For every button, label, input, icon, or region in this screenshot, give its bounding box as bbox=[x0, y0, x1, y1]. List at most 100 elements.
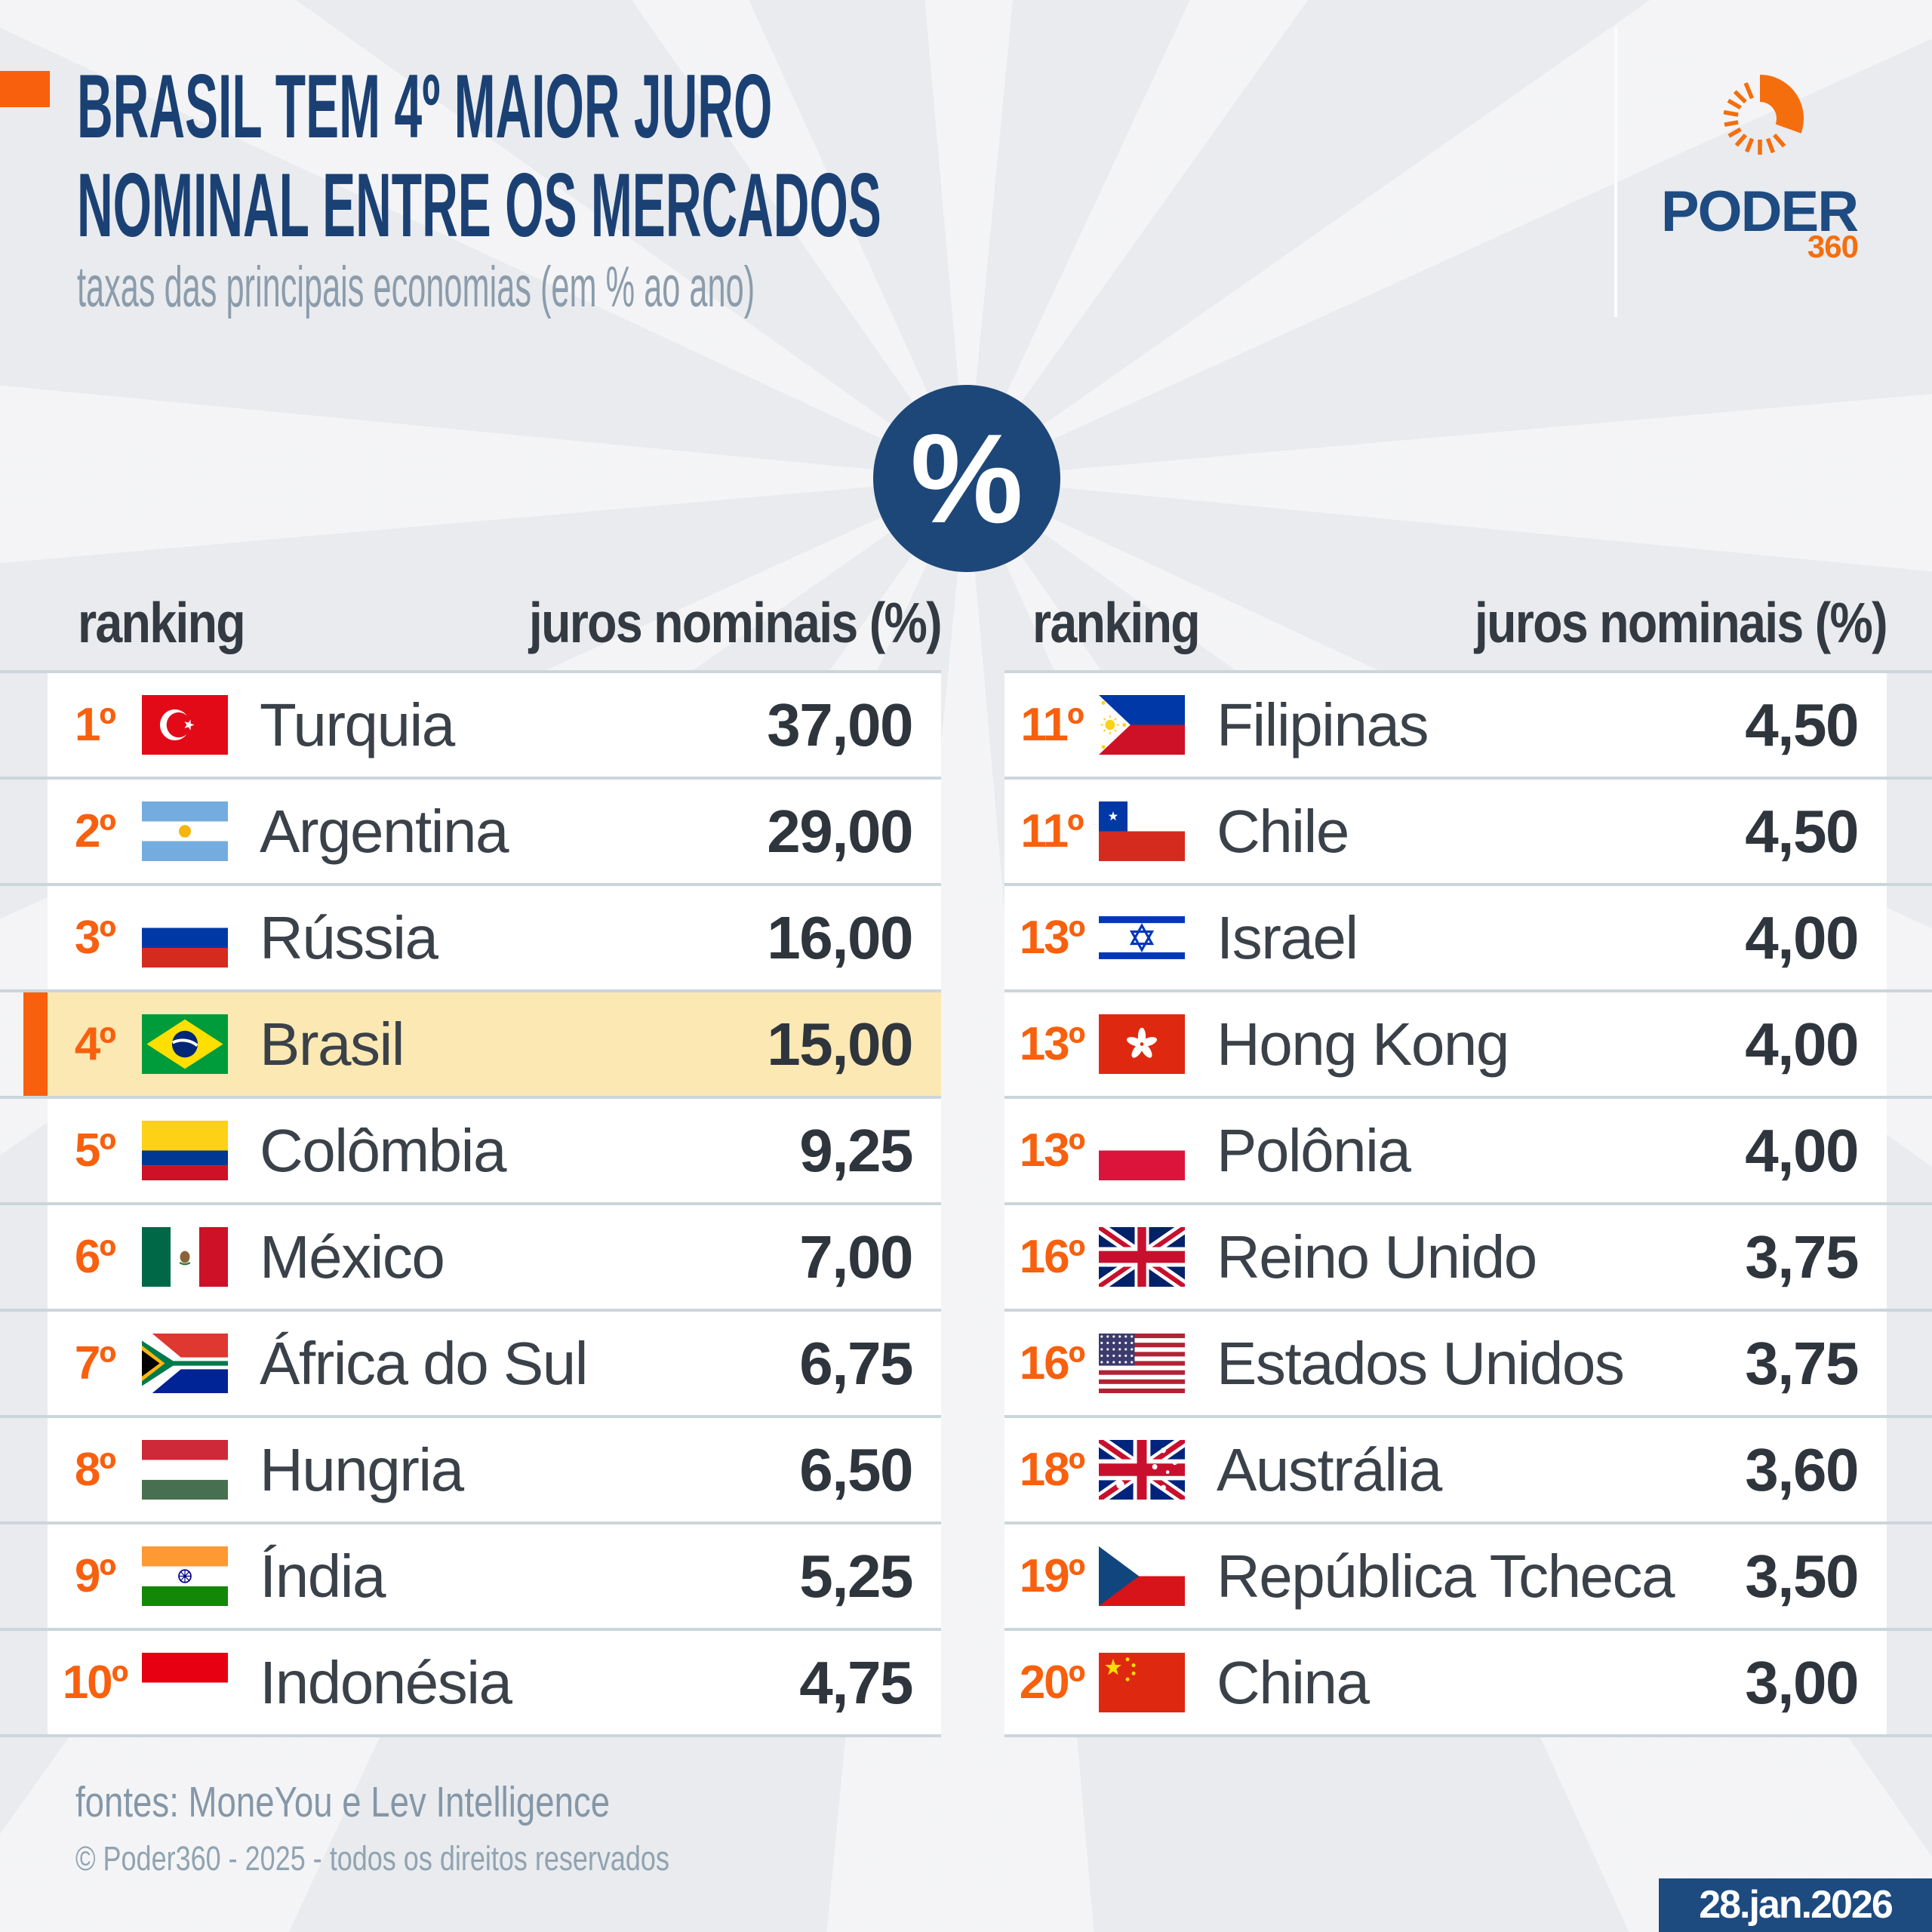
flag-ru-icon bbox=[142, 908, 228, 968]
table-row-card: 11º Filipinas 4,50 bbox=[1004, 673, 1887, 777]
country-name: Rússia bbox=[260, 903, 438, 971]
country-name: Reino Unido bbox=[1217, 1223, 1537, 1291]
flag-ph-icon bbox=[1099, 695, 1185, 755]
flag-gb-icon bbox=[1099, 1227, 1185, 1287]
table-row: 11º Chile 4,50 bbox=[1004, 777, 1932, 883]
flag-cl-icon bbox=[1099, 801, 1185, 861]
rank-label: 13º bbox=[1019, 1018, 1086, 1070]
flag-za-icon bbox=[142, 1334, 228, 1393]
rank-label: 8º bbox=[74, 1444, 116, 1496]
country-name: Estados Unidos bbox=[1217, 1329, 1625, 1397]
brand-suffix-360: 360 bbox=[1807, 229, 1859, 264]
table-row: 13º Hong Kong 4,00 bbox=[1004, 989, 1932, 1096]
brand-divider-line bbox=[1614, 27, 1617, 317]
table-row: 18º Austrália 3,60 bbox=[1004, 1415, 1932, 1521]
rate-value: 4,00 bbox=[1745, 1010, 1859, 1078]
title-accent-square bbox=[0, 71, 50, 107]
column-header-ranking: ranking bbox=[78, 591, 246, 654]
table-row: 13º Israel 4,00 bbox=[1004, 883, 1932, 989]
table-row-card: 18º Austrália 3,60 bbox=[1004, 1418, 1887, 1521]
table-row: 16º Estados Unidos 3,75 bbox=[1004, 1309, 1932, 1415]
table-row-card: 2º Argentina 29,00 bbox=[48, 780, 941, 883]
flag-co-icon bbox=[142, 1121, 228, 1180]
column-header-ranking: ranking bbox=[1032, 591, 1201, 654]
flag-cz-icon bbox=[1099, 1546, 1185, 1606]
country-name: Hungria bbox=[260, 1435, 464, 1503]
rate-value: 4,00 bbox=[1745, 903, 1859, 971]
country-name: Hong Kong bbox=[1217, 1010, 1509, 1078]
table-row-card: 4º Brasil 15,00 bbox=[23, 992, 941, 1096]
country-name: Austrália bbox=[1217, 1435, 1442, 1503]
flag-pl-icon bbox=[1099, 1121, 1185, 1180]
flag-br-icon bbox=[142, 1014, 228, 1074]
rate-value: 15,00 bbox=[767, 1010, 913, 1078]
table-row: 8º Hungria 6,50 bbox=[0, 1415, 941, 1521]
table-row-card: 9º Índia 5,25 bbox=[48, 1524, 941, 1628]
flag-il-icon bbox=[1099, 908, 1185, 968]
flag-id-icon bbox=[142, 1653, 228, 1712]
page-title-line2: NOMINAL ENTRE OS MERCADOS bbox=[77, 155, 881, 256]
rank-label: 2º bbox=[74, 805, 116, 857]
rank-label: 4º bbox=[74, 1018, 116, 1070]
table-row-card: 10º Indonésia 4,75 bbox=[48, 1631, 941, 1734]
country-name: Colômbia bbox=[260, 1116, 506, 1184]
rate-value: 3,50 bbox=[1745, 1542, 1859, 1610]
table-row: 7º África do Sul 6,75 bbox=[0, 1309, 941, 1415]
column-headers-right: ranking juros nominais (%) bbox=[1004, 591, 1888, 655]
rate-value: 29,00 bbox=[767, 797, 913, 865]
rate-value: 3,75 bbox=[1745, 1329, 1859, 1397]
rank-label: 11º bbox=[1020, 699, 1084, 751]
percent-badge: % bbox=[873, 385, 1060, 572]
rank-label: 10º bbox=[62, 1657, 129, 1709]
flag-tr-icon bbox=[142, 695, 228, 755]
table-row: 19º República Tcheca 3,50 bbox=[1004, 1521, 1932, 1628]
table-row-card: 11º Chile 4,50 bbox=[1004, 780, 1887, 883]
table-row: 13º Polônia 4,00 bbox=[1004, 1096, 1932, 1202]
table-row-card: 3º Rússia 16,00 bbox=[48, 886, 941, 989]
flag-ar-icon bbox=[142, 801, 228, 861]
table-row: 20º China 3,00 bbox=[1004, 1628, 1932, 1737]
table-row-card: 7º África do Sul 6,75 bbox=[48, 1312, 941, 1415]
table-row: 1º Turquia 37,00 bbox=[0, 670, 941, 777]
table-row: 4º Brasil 15,00 bbox=[0, 989, 941, 1096]
rate-value: 5,25 bbox=[799, 1542, 913, 1610]
rank-label: 7º bbox=[74, 1337, 116, 1389]
flag-hu-icon bbox=[142, 1440, 228, 1500]
rate-value: 3,00 bbox=[1745, 1648, 1859, 1716]
country-name: Brasil bbox=[260, 1010, 405, 1078]
country-name: Filipinas bbox=[1217, 691, 1429, 758]
rank-label: 5º bbox=[74, 1124, 116, 1177]
rank-label: 16º bbox=[1019, 1231, 1086, 1283]
page-title-line1: BRASIL TEM 4º MAIOR JURO bbox=[77, 56, 773, 157]
rate-value: 3,75 bbox=[1745, 1223, 1859, 1291]
table-row: 16º Reino Unido 3,75 bbox=[1004, 1202, 1932, 1309]
rate-value: 37,00 bbox=[767, 691, 913, 758]
rank-label: 13º bbox=[1019, 1124, 1086, 1177]
rate-value: 4,50 bbox=[1745, 797, 1859, 865]
table-row-card: 16º Estados Unidos 3,75 bbox=[1004, 1312, 1887, 1415]
brand-name: PODER bbox=[1660, 180, 1859, 244]
page-subtitle: taxas das principais economias (em % ao … bbox=[77, 255, 755, 319]
sources-text: fontes: MoneYou e Lev Intelligence bbox=[75, 1778, 611, 1826]
table-row-card: 13º Polônia 4,00 bbox=[1004, 1099, 1887, 1202]
table-row-card: 8º Hungria 6,50 bbox=[48, 1418, 941, 1521]
flag-au-icon bbox=[1099, 1440, 1185, 1500]
table-row-card: 1º Turquia 37,00 bbox=[48, 673, 941, 777]
country-name: África do Sul bbox=[260, 1329, 589, 1397]
table-row-card: 19º República Tcheca 3,50 bbox=[1004, 1524, 1887, 1628]
ranking-table-left: 1º Turquia 37,00 2º Argentina 29,00 3º R… bbox=[0, 670, 941, 1737]
country-name: China bbox=[1217, 1648, 1370, 1716]
table-row: 5º Colômbia 9,25 bbox=[0, 1096, 941, 1202]
rank-label: 18º bbox=[1019, 1444, 1086, 1496]
country-name: Chile bbox=[1217, 797, 1349, 865]
table-row: 9º Índia 5,25 bbox=[0, 1521, 941, 1628]
table-row: 11º Filipinas 4,50 bbox=[1004, 670, 1932, 777]
rank-label: 11º bbox=[1020, 805, 1084, 857]
rate-value: 6,50 bbox=[799, 1435, 913, 1503]
copyright-text: © Poder360 - 2025 - todos os direitos re… bbox=[75, 1839, 669, 1878]
table-row-card: 13º Israel 4,00 bbox=[1004, 886, 1887, 989]
table-row: 10º Indonésia 4,75 bbox=[0, 1628, 941, 1737]
rate-value: 4,00 bbox=[1745, 1116, 1859, 1184]
country-name: México bbox=[260, 1223, 445, 1291]
table-row: 3º Rússia 16,00 bbox=[0, 883, 941, 989]
